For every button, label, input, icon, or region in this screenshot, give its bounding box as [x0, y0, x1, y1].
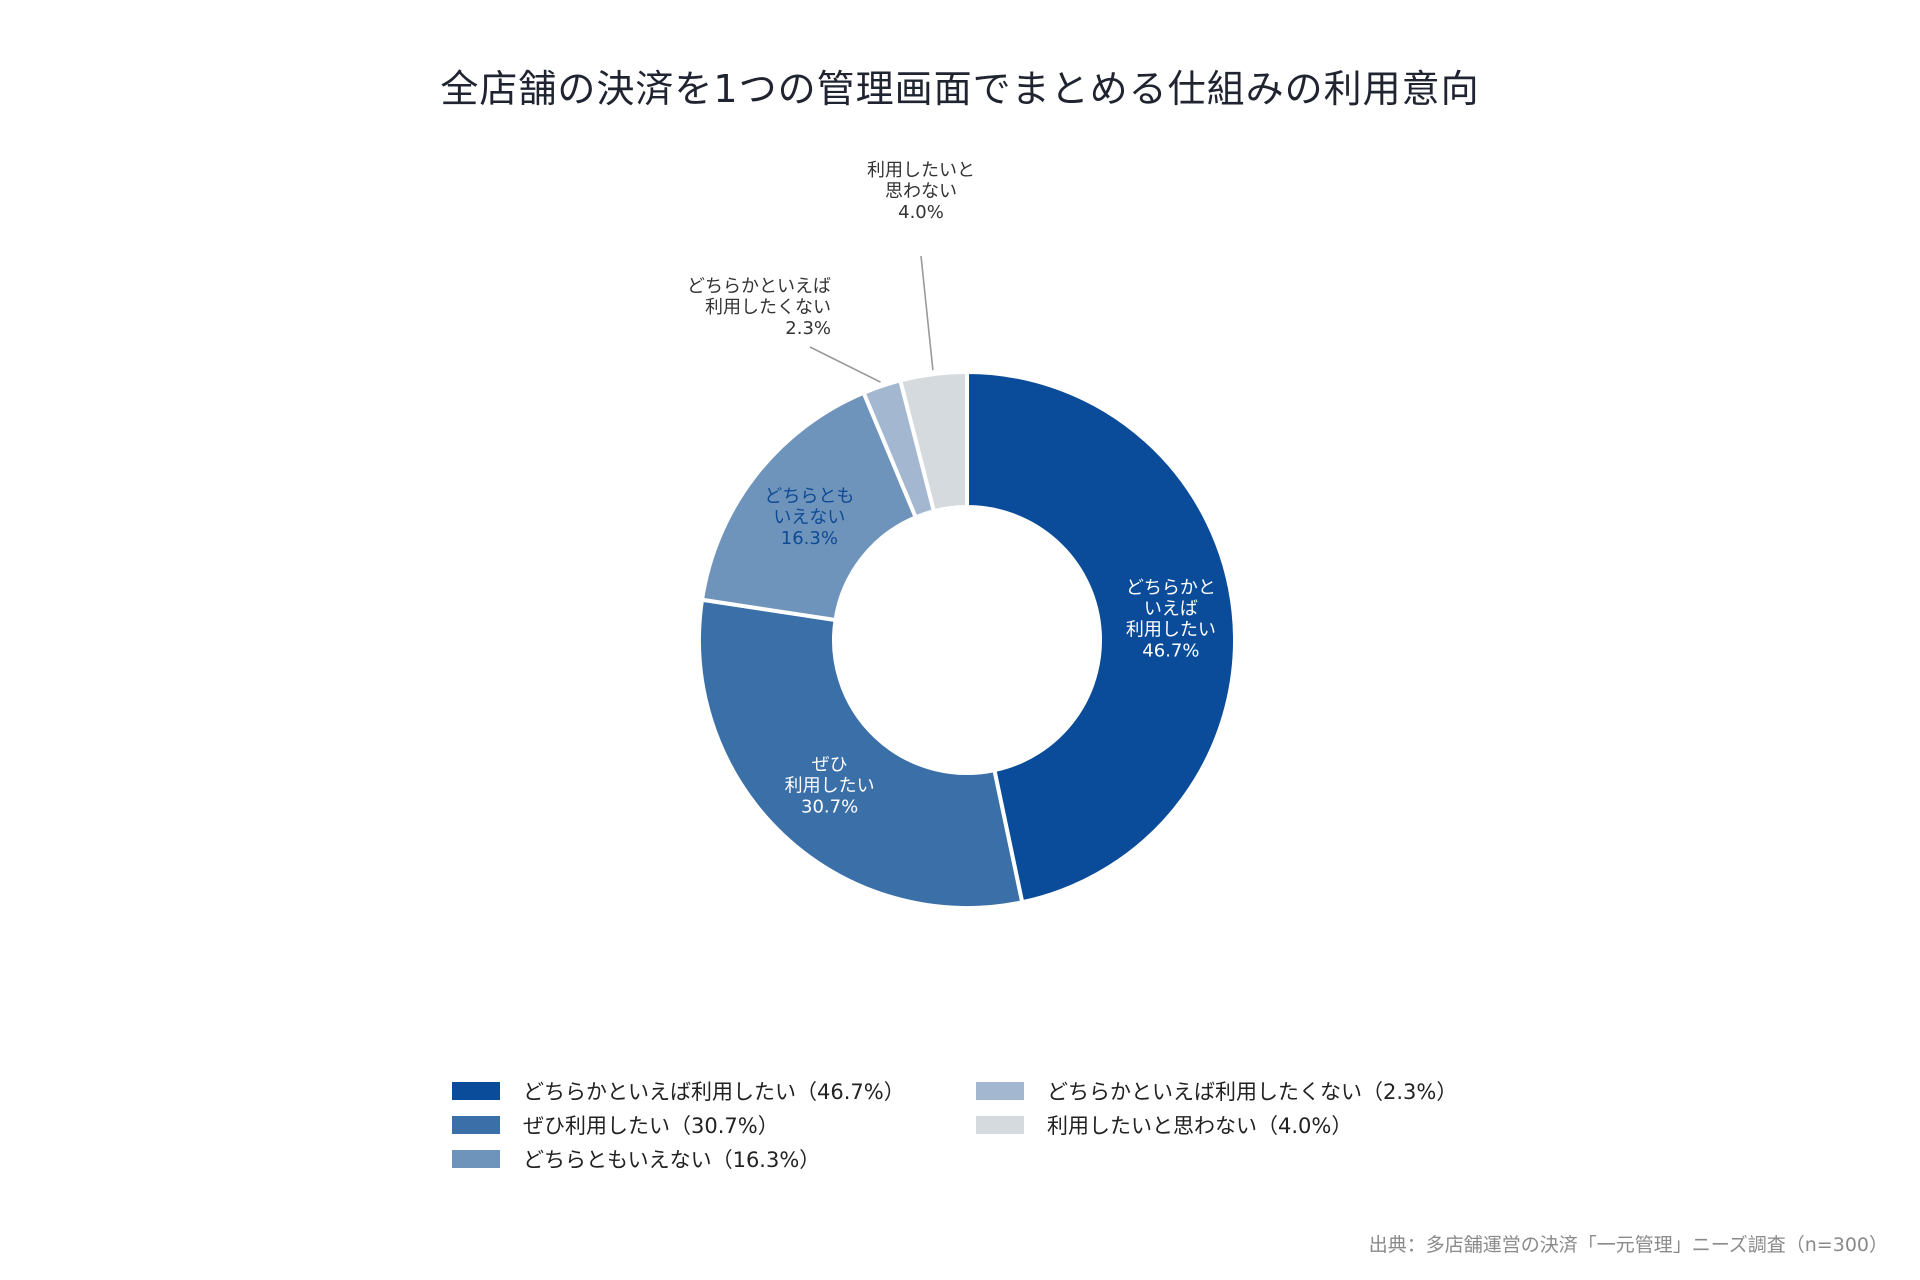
legend-label: どちらかといえば利用したくない（2.3%） [1047, 1079, 1458, 1104]
legend-item: どちらかといえば利用したくない（2.3%） [976, 1077, 1496, 1104]
slice-label-line: 思わない [885, 181, 957, 202]
legend-swatch [976, 1115, 1024, 1134]
donut-slice [699, 390, 919, 623]
slice-label-line: どちらとも [764, 486, 854, 507]
slice-label-line: どちらかと [1126, 577, 1216, 598]
legend: どちらかといえば利用したい（46.7%） どちらかといえば利用したくない（2.3%… [452, 1077, 1496, 1172]
donut-slice [897, 369, 969, 514]
slice-label-line: 46.7% [1142, 640, 1199, 661]
slice-label-line: 2.3% [785, 318, 831, 339]
source-note: 出典：多店舗運営の決済「一元管理」ニーズ調査（n=300） [1368, 1234, 1888, 1256]
slice-label-line: 利用したくない [705, 297, 831, 318]
legend-swatch [452, 1149, 500, 1168]
slice-label-line: いえない [773, 507, 845, 528]
legend-swatch [976, 1081, 1024, 1100]
leader-line [809, 346, 881, 383]
legend-item: どちらともいえない（16.3%） [452, 1145, 976, 1172]
leader-line [920, 255, 934, 371]
slice-label-line: 16.3% [781, 528, 838, 549]
legend-item: 利用したいと思わない（4.0%） [976, 1111, 1496, 1138]
chart-title: 全店舗の決済を1つの管理画面でまとめる仕組みの利用意向 [440, 67, 1480, 111]
slice-label-line: 利用したい [1126, 619, 1216, 640]
slice-label-line: どちらかといえば [687, 276, 831, 297]
donut-slice [965, 369, 1237, 905]
slice-label-line: 利用したいと [867, 160, 975, 181]
slice-label-line: 利用したい [785, 775, 875, 796]
donut-slice [697, 597, 1025, 910]
legend-item: どちらかといえば利用したい（46.7%） [452, 1077, 976, 1104]
legend-label: 利用したいと思わない（4.0%） [1047, 1113, 1353, 1138]
legend-item: ぜひ利用したい（30.7%） [452, 1111, 976, 1138]
slice-label-line: 4.0% [898, 202, 944, 223]
legend-swatch [452, 1115, 500, 1134]
legend-label: どちらかといえば利用したい（46.7%） [523, 1079, 905, 1104]
slice-label-line: ぜひ [812, 754, 848, 775]
legend-label: ぜひ利用したい（30.7%） [523, 1113, 779, 1138]
legend-label: どちらともいえない（16.3%） [523, 1147, 821, 1172]
slice-label-line: いえば [1144, 598, 1198, 619]
slice-label-line: 30.7% [801, 796, 858, 817]
legend-swatch [452, 1081, 500, 1100]
